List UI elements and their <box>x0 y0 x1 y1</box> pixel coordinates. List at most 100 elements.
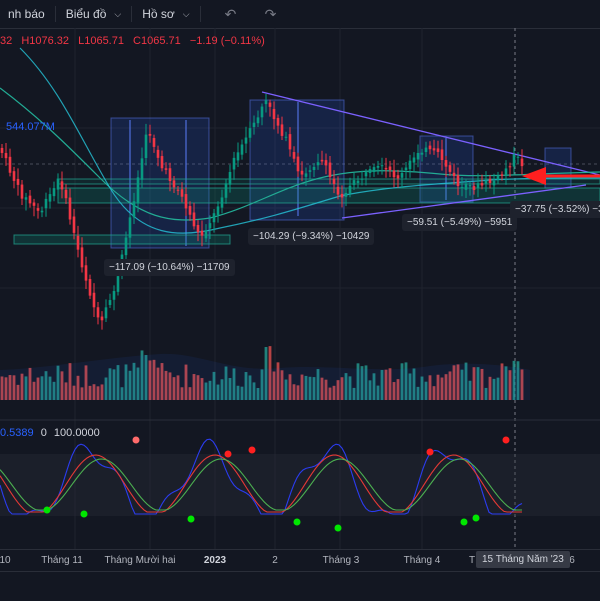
signal-dot <box>472 514 480 522</box>
volume-bar <box>284 379 288 400</box>
volume-bar <box>420 376 424 400</box>
candle-body <box>116 276 120 292</box>
candle-body <box>500 174 504 176</box>
candle-body <box>20 184 24 199</box>
candle-body <box>72 216 76 233</box>
candle-body <box>112 291 116 300</box>
status-bar <box>0 571 600 601</box>
candle-body <box>432 148 436 151</box>
volume-bar <box>444 374 448 400</box>
chart-menu[interactable]: Biểu đồ ⌵ <box>58 0 130 28</box>
candle-body <box>504 168 508 175</box>
candle-body <box>48 194 52 202</box>
divider <box>131 6 133 22</box>
volume-bar <box>248 375 252 400</box>
alerts-menu[interactable]: nh báo <box>0 0 53 28</box>
volume-bar <box>220 379 224 400</box>
open-value: 32 <box>0 35 13 47</box>
chart-menu-label: Biểu đồ <box>65 7 107 21</box>
volume-bar <box>48 376 52 400</box>
volume-bar <box>512 360 516 400</box>
candle-body <box>68 197 72 220</box>
candle-body <box>400 172 404 178</box>
volume-bar <box>16 384 20 400</box>
volume-bar <box>292 384 296 400</box>
volume-bar <box>108 368 112 400</box>
candle-body <box>516 156 520 158</box>
volume-bar <box>200 378 204 400</box>
volume-bar <box>192 374 196 400</box>
volume-bar <box>28 367 32 400</box>
candle-body <box>368 169 372 173</box>
candle-body <box>164 168 168 170</box>
candle-body <box>388 166 392 171</box>
candle-body <box>440 149 444 161</box>
candle-body <box>76 235 80 250</box>
candle-body <box>268 102 272 107</box>
volume-bar <box>368 380 372 400</box>
candle-body <box>32 202 36 206</box>
volume-bar <box>520 369 524 400</box>
volume-bar <box>364 365 368 400</box>
candle-body <box>140 158 144 180</box>
candle-body <box>280 124 284 136</box>
undo-icon[interactable]: ↶ <box>224 5 237 22</box>
candle-body <box>4 153 8 159</box>
volume-bar <box>300 374 304 400</box>
volume-bar <box>308 376 312 400</box>
volume-bar <box>508 370 512 400</box>
candle-body <box>92 292 96 308</box>
volume-bar <box>148 360 152 400</box>
candle-body <box>468 185 472 187</box>
candle-body <box>480 182 484 186</box>
volume-bar <box>500 363 504 400</box>
volume-bar <box>36 377 40 400</box>
volume-bar <box>304 375 308 400</box>
volume-bar <box>264 347 268 400</box>
volume-bar <box>32 381 36 400</box>
volume-bar <box>144 355 148 400</box>
volume-ma <box>0 353 530 400</box>
volume-bar <box>188 387 192 400</box>
candle-body <box>300 170 304 175</box>
candle-body <box>264 100 268 105</box>
osc-value-3: 100.0000 <box>53 427 100 439</box>
signal-dot <box>187 515 195 523</box>
signal-dot <box>132 436 140 444</box>
volume-bar <box>88 385 92 400</box>
volume-bar <box>268 346 272 400</box>
candle-body <box>488 178 492 183</box>
candle-body <box>364 172 368 177</box>
volume-bar <box>336 380 340 400</box>
change-value: −1.19 (−0.11%) <box>189 35 265 47</box>
redo-icon[interactable]: ↷ <box>264 5 277 22</box>
candle-body <box>100 316 104 321</box>
volume-bar <box>288 374 292 400</box>
signal-dot <box>80 510 88 518</box>
volume-bar <box>476 367 480 400</box>
candle-body <box>196 225 200 233</box>
volume-bar <box>272 371 276 400</box>
volume-bar <box>216 384 220 400</box>
volume-bar <box>484 387 488 400</box>
volume-bar <box>228 378 232 400</box>
profile-menu[interactable]: Hồ sơ ⌵ <box>134 0 197 28</box>
candle-body <box>88 279 92 296</box>
price-chart[interactable] <box>0 28 600 549</box>
volume-bar <box>472 367 476 400</box>
red-arrow <box>522 167 600 185</box>
candle-body <box>172 180 176 188</box>
axis-label: 6 <box>569 555 575 566</box>
candle-body <box>496 175 500 180</box>
candle-body <box>216 206 220 215</box>
volume-bar <box>168 372 172 400</box>
volume-bars <box>0 346 524 400</box>
signal-dot <box>426 448 434 456</box>
candle-body <box>200 230 204 236</box>
volume-bar <box>120 387 124 400</box>
signal-dot <box>43 506 51 514</box>
time-axis[interactable]: 10 Tháng 11 Tháng Mười hai 2023 2 Tháng … <box>0 549 600 572</box>
volume-bar <box>456 364 460 400</box>
volume-bar <box>132 362 136 400</box>
volume-bar <box>320 377 324 400</box>
